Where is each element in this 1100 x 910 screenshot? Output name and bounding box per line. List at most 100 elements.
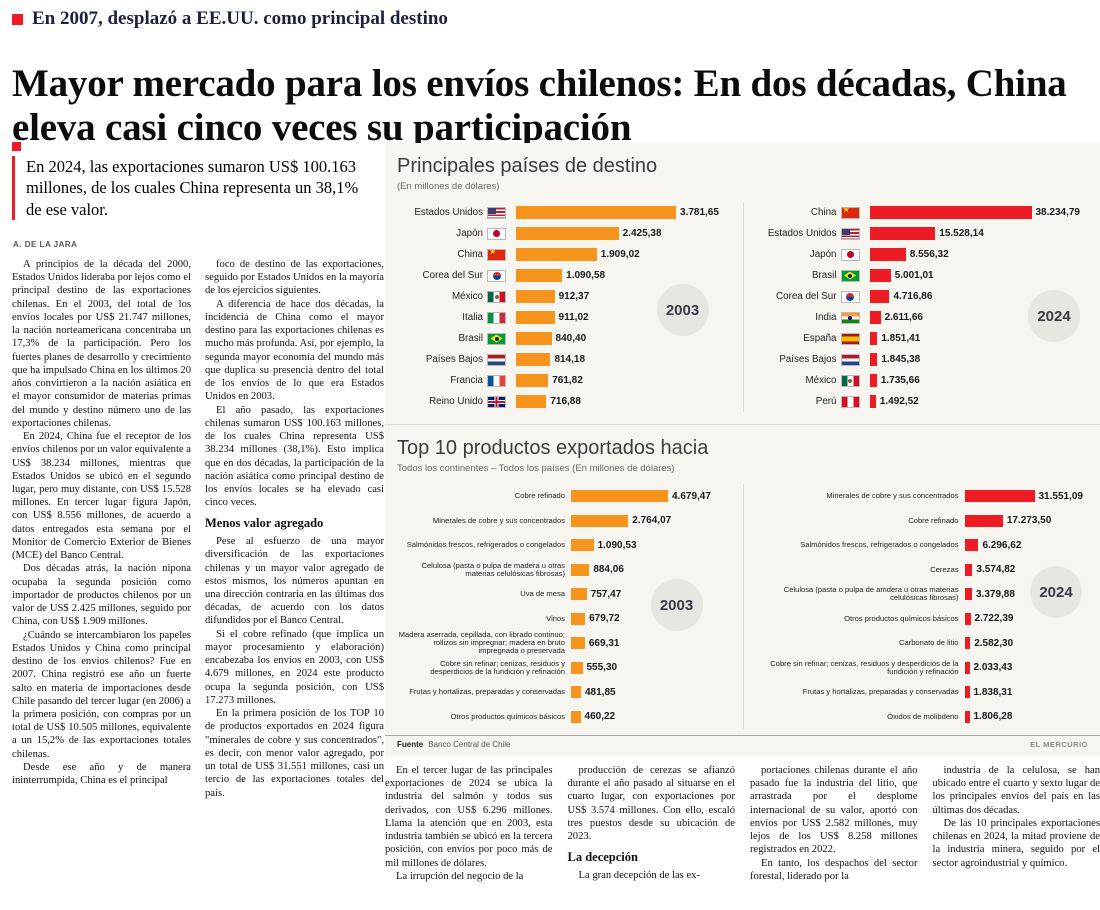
- category-label: México: [451, 291, 483, 302]
- value-label: 2.425,38: [622, 228, 662, 239]
- chart-row: Vinos 679,72: [397, 607, 743, 632]
- value-label: 669,31: [588, 637, 620, 649]
- value-bar: [869, 269, 891, 282]
- value-bar: [571, 710, 581, 723]
- paragraph: A diferencia de hace dos décadas, la inc…: [205, 298, 384, 403]
- category-label: Francia: [450, 375, 483, 386]
- chart-row: Cerezas 3.574,82: [751, 558, 1089, 583]
- chart-row: Carbonato de litio 2.582,30: [751, 631, 1089, 656]
- category-label: Carbonato de litio: [898, 638, 959, 648]
- it-flag-icon: [487, 311, 506, 324]
- chart-row: Corea del Sur 1.090,58: [397, 265, 743, 286]
- value-bar: [964, 637, 971, 650]
- category-label: Otros productos químicos básicos: [844, 613, 959, 623]
- value-label: 17.273,50: [1006, 515, 1052, 527]
- column-2-top: foco de destino de las exportaciones, se…: [205, 258, 384, 509]
- chart-row: Reino Unido 716,88: [397, 391, 743, 412]
- kr-flag-icon: [487, 269, 506, 282]
- jp-flag-icon: [487, 227, 506, 240]
- value-label: 31.551,09: [1038, 490, 1084, 502]
- value-label: 8.556,32: [909, 249, 949, 260]
- countries-charts: 2003 Estados Unidos 3.781,65 Japón 2.425,38…: [397, 202, 1088, 412]
- value-bar: [516, 395, 547, 408]
- value-label: 884,06: [593, 564, 624, 576]
- paragraph: industria de la celulosa, se han ubicado…: [932, 765, 1100, 816]
- es-flag-icon: [840, 332, 860, 345]
- chart-row: México 1.735,66: [751, 370, 1089, 391]
- value-bar: [571, 612, 586, 625]
- value-label: 840,40: [555, 333, 587, 344]
- value-bar: [964, 563, 973, 576]
- paragraph: producción de cerezas se afianzó durante…: [567, 765, 736, 843]
- br-flag-icon: [840, 269, 860, 282]
- jp-flag-icon: [840, 248, 860, 261]
- year-badge-2003: 2003: [650, 579, 703, 631]
- value-label: 1.851,41: [881, 333, 921, 344]
- category-label: India: [815, 312, 837, 323]
- category-label: Perú: [815, 396, 837, 407]
- source-label: Fuente: [397, 740, 424, 749]
- value-label: 15.528,14: [939, 228, 984, 239]
- chart-row: Cobre sin refinar; cenizas, residuos y d…: [397, 656, 743, 681]
- chart-row: Estados Unidos 3.781,65: [397, 202, 743, 223]
- chart-row: Frutas y hortalizas, preparadas y conser…: [751, 680, 1089, 705]
- value-label: 2.582,30: [974, 637, 1014, 649]
- paragraph: En 2024, China fue el receptor de los en…: [12, 431, 191, 562]
- value-bar: [571, 661, 583, 674]
- value-label: 1.090,58: [566, 270, 606, 281]
- value-bar: [869, 206, 1032, 219]
- products-chart-2003: 2003 Cobre refinado 4.679,47 Minerales de …: [397, 484, 743, 729]
- value-bar: [964, 686, 970, 699]
- value-label: 911,02: [558, 312, 589, 323]
- chart-row: China 38.234,79: [751, 202, 1089, 223]
- chart-row: Celulosa (pasta o pulpa de madera u otra…: [397, 558, 743, 583]
- value-bar: [869, 311, 881, 324]
- chart-row: Óxidos de molibdeno 1.806,28: [751, 705, 1089, 730]
- bottom-column-1: En el tercer lugar de las principales ex…: [385, 764, 553, 906]
- category-label: Frutas y hortalizas, preparadas y conser…: [409, 687, 565, 697]
- category-label: Países Bajos: [425, 354, 483, 365]
- chart-row: China 1.909,02: [397, 244, 743, 265]
- value-label: 1.838,31: [973, 686, 1013, 698]
- value-bar: [964, 588, 972, 601]
- paragraph: En el tercer lugar de las principales ex…: [385, 765, 553, 869]
- value-label: 2.611,66: [884, 312, 923, 323]
- chart-row: Países Bajos 814,18: [397, 349, 743, 370]
- panel-footer: Fuente Banco Central de Chile EL MERCURIO: [385, 735, 1100, 751]
- value-bar: [571, 539, 594, 552]
- category-label: Japón: [809, 249, 837, 260]
- products-chart-title: Top 10 productos exportados hacia: [397, 437, 709, 459]
- value-label: 481,85: [584, 686, 616, 698]
- value-label: 2.722,39: [974, 613, 1014, 625]
- article-column-1: A principios de la década del 2000, Esta…: [12, 258, 191, 906]
- section-divider: [385, 424, 1100, 425]
- category-label: China: [810, 207, 837, 218]
- value-bar: [571, 563, 590, 576]
- value-bar: [516, 311, 555, 324]
- infographic-panel: Principales países de destino (En millon…: [385, 143, 1100, 757]
- chart-row: Minerales de cobre y sus concentrados 31.…: [751, 484, 1089, 509]
- paragraph: Dos décadas atrás, la nación nipona ocup…: [12, 563, 191, 628]
- year-badge-2024: 2024: [1028, 290, 1080, 342]
- value-bar: [516, 248, 597, 261]
- category-label: Cobre refinado: [908, 515, 959, 525]
- headline: Mayor mercado para los envíos chilenos: …: [12, 62, 1067, 149]
- article-column-2: foco de destino de las exportaciones, se…: [205, 258, 384, 906]
- chart-row: Uva de mesa 757,47: [397, 582, 743, 607]
- paragraph: Si el cobre refinado (que implica un may…: [205, 628, 384, 706]
- paragraph: foco de destino de las exportaciones, se…: [205, 259, 384, 297]
- value-bar: [571, 637, 585, 650]
- value-bar: [964, 661, 970, 674]
- lede-text: En 2024, las exportaciones sumaron US$ 1…: [12, 156, 366, 221]
- year-badge-2003: 2003: [656, 284, 709, 336]
- value-bar: [516, 374, 549, 387]
- category-label: México: [805, 375, 837, 386]
- value-label: 757,47: [590, 588, 622, 600]
- paragraph: Pese al esfuerzo de una mayor diversific…: [205, 536, 384, 627]
- category-label: Salmónidos frescos, refrigerados o conge…: [406, 540, 565, 550]
- value-label: 761,82: [552, 375, 583, 386]
- value-bar: [964, 612, 971, 625]
- bottom-column-2-bottom: La gran decepción de las ex-: [568, 869, 736, 882]
- value-label: 460,22: [584, 711, 616, 723]
